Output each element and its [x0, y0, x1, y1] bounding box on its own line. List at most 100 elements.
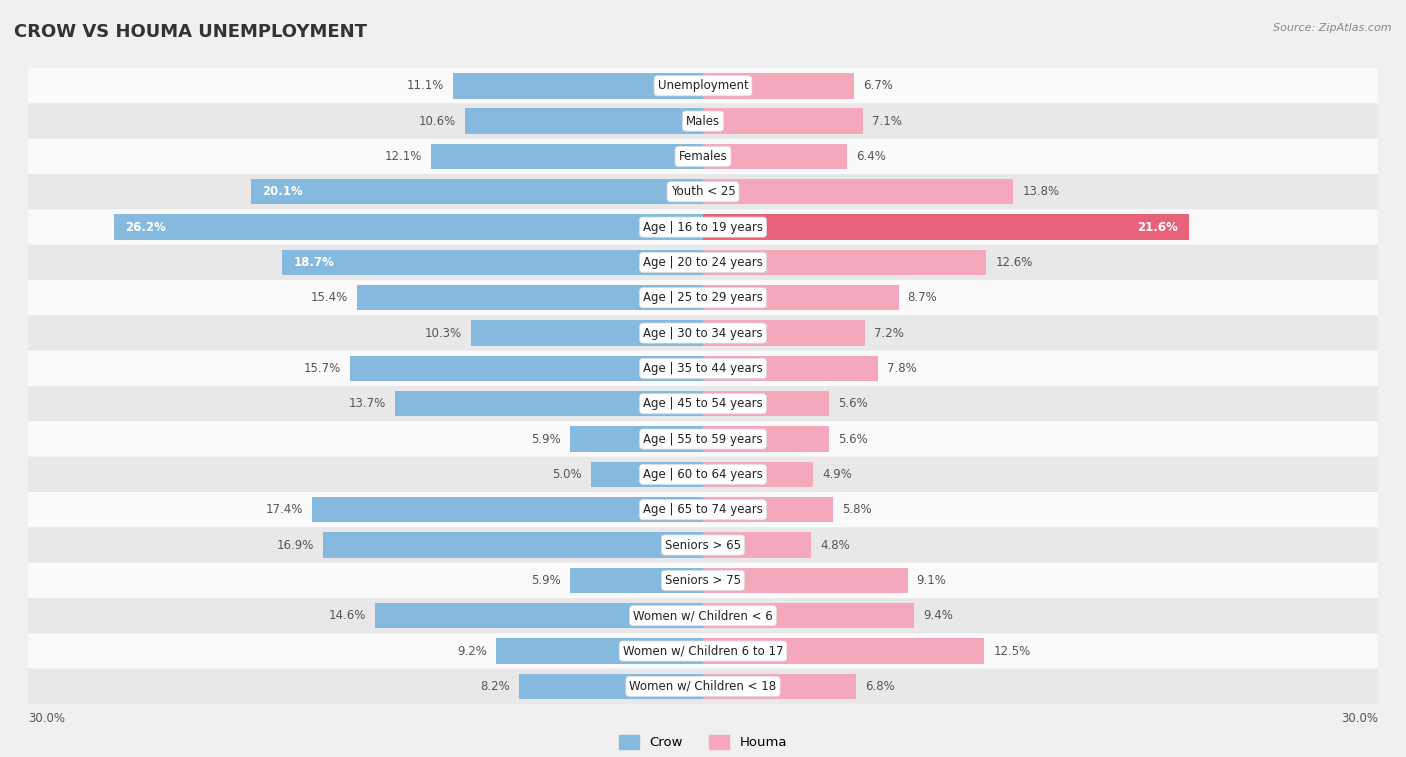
Bar: [703, 532, 811, 558]
Bar: [471, 320, 703, 346]
Text: 5.9%: 5.9%: [531, 574, 561, 587]
FancyBboxPatch shape: [28, 280, 1378, 316]
Text: 18.7%: 18.7%: [294, 256, 335, 269]
Text: 5.6%: 5.6%: [838, 397, 868, 410]
Text: Women w/ Children 6 to 17: Women w/ Children 6 to 17: [623, 644, 783, 658]
Text: Women w/ Children < 6: Women w/ Children < 6: [633, 609, 773, 622]
FancyBboxPatch shape: [28, 598, 1378, 634]
Bar: [703, 214, 1189, 240]
FancyBboxPatch shape: [28, 386, 1378, 422]
Text: 9.1%: 9.1%: [917, 574, 946, 587]
Bar: [703, 391, 830, 416]
Text: 30.0%: 30.0%: [28, 712, 65, 724]
Text: 7.2%: 7.2%: [875, 326, 904, 340]
FancyBboxPatch shape: [28, 528, 1378, 562]
Text: 16.9%: 16.9%: [277, 538, 314, 552]
FancyBboxPatch shape: [28, 68, 1378, 104]
Bar: [114, 214, 703, 240]
Bar: [703, 320, 865, 346]
Text: Youth < 25: Youth < 25: [671, 185, 735, 198]
Bar: [464, 108, 703, 134]
FancyBboxPatch shape: [28, 422, 1378, 456]
Text: Seniors > 75: Seniors > 75: [665, 574, 741, 587]
Text: 8.7%: 8.7%: [908, 291, 938, 304]
Text: 6.4%: 6.4%: [856, 150, 886, 163]
Bar: [703, 179, 1014, 204]
Bar: [703, 426, 830, 452]
Text: 5.8%: 5.8%: [842, 503, 872, 516]
FancyBboxPatch shape: [28, 316, 1378, 350]
Text: Age | 45 to 54 years: Age | 45 to 54 years: [643, 397, 763, 410]
FancyBboxPatch shape: [28, 174, 1378, 210]
Text: 9.2%: 9.2%: [457, 644, 486, 658]
Text: 7.8%: 7.8%: [887, 362, 917, 375]
Bar: [312, 497, 703, 522]
Text: 9.4%: 9.4%: [924, 609, 953, 622]
Text: 6.7%: 6.7%: [863, 79, 893, 92]
Text: Males: Males: [686, 114, 720, 128]
Bar: [283, 250, 703, 275]
Bar: [703, 73, 853, 98]
Bar: [703, 356, 879, 381]
Bar: [703, 108, 863, 134]
Bar: [703, 462, 813, 487]
Bar: [703, 285, 898, 310]
Text: 13.8%: 13.8%: [1022, 185, 1060, 198]
Text: 17.4%: 17.4%: [266, 503, 302, 516]
Text: 7.1%: 7.1%: [872, 114, 901, 128]
Bar: [430, 144, 703, 169]
Text: 5.6%: 5.6%: [838, 432, 868, 446]
Bar: [357, 285, 703, 310]
Text: Age | 16 to 19 years: Age | 16 to 19 years: [643, 220, 763, 234]
Bar: [323, 532, 703, 558]
Bar: [703, 497, 834, 522]
FancyBboxPatch shape: [28, 562, 1378, 598]
Text: 30.0%: 30.0%: [1341, 712, 1378, 724]
Text: Age | 20 to 24 years: Age | 20 to 24 years: [643, 256, 763, 269]
Text: 12.5%: 12.5%: [993, 644, 1031, 658]
Text: 12.1%: 12.1%: [384, 150, 422, 163]
FancyBboxPatch shape: [28, 634, 1378, 668]
Bar: [703, 568, 908, 593]
Bar: [374, 603, 703, 628]
Bar: [571, 568, 703, 593]
FancyBboxPatch shape: [28, 210, 1378, 245]
Bar: [703, 603, 914, 628]
Text: Females: Females: [679, 150, 727, 163]
Bar: [519, 674, 703, 699]
Text: Women w/ Children < 18: Women w/ Children < 18: [630, 680, 776, 693]
Text: 26.2%: 26.2%: [125, 220, 166, 234]
Text: 13.7%: 13.7%: [349, 397, 385, 410]
FancyBboxPatch shape: [28, 456, 1378, 492]
Legend: Crow, Houma: Crow, Houma: [613, 730, 793, 755]
Text: Age | 25 to 29 years: Age | 25 to 29 years: [643, 291, 763, 304]
FancyBboxPatch shape: [28, 104, 1378, 139]
Text: 4.8%: 4.8%: [820, 538, 849, 552]
Text: 15.4%: 15.4%: [311, 291, 347, 304]
FancyBboxPatch shape: [28, 350, 1378, 386]
Text: 5.9%: 5.9%: [531, 432, 561, 446]
Text: 11.1%: 11.1%: [406, 79, 444, 92]
Text: Age | 30 to 34 years: Age | 30 to 34 years: [643, 326, 763, 340]
Text: Unemployment: Unemployment: [658, 79, 748, 92]
Bar: [703, 638, 984, 664]
Bar: [703, 144, 846, 169]
FancyBboxPatch shape: [28, 139, 1378, 174]
Text: 10.6%: 10.6%: [419, 114, 456, 128]
Text: 6.8%: 6.8%: [865, 680, 894, 693]
Text: 5.0%: 5.0%: [553, 468, 582, 481]
Bar: [395, 391, 703, 416]
Bar: [250, 179, 703, 204]
Bar: [496, 638, 703, 664]
Bar: [703, 250, 987, 275]
Text: Age | 35 to 44 years: Age | 35 to 44 years: [643, 362, 763, 375]
Text: 12.6%: 12.6%: [995, 256, 1033, 269]
Text: Source: ZipAtlas.com: Source: ZipAtlas.com: [1274, 23, 1392, 33]
Text: 15.7%: 15.7%: [304, 362, 340, 375]
Bar: [703, 674, 856, 699]
Bar: [453, 73, 703, 98]
FancyBboxPatch shape: [28, 245, 1378, 280]
Text: Seniors > 65: Seniors > 65: [665, 538, 741, 552]
Text: 21.6%: 21.6%: [1137, 220, 1178, 234]
FancyBboxPatch shape: [28, 668, 1378, 704]
